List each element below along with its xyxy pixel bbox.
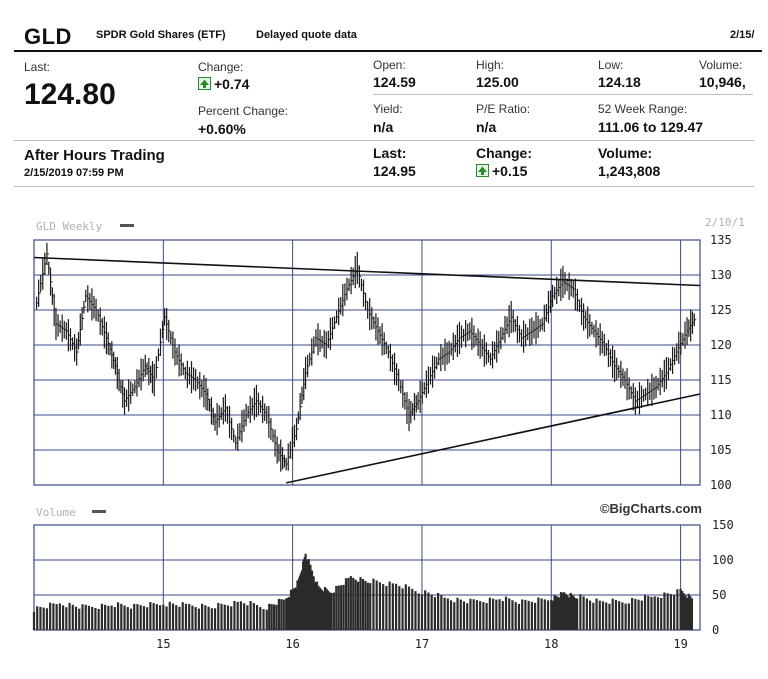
price-tick-label: 110 <box>710 408 732 422</box>
trend-line <box>286 393 701 484</box>
percent-change-value: +0.60% <box>198 121 246 137</box>
volume-bars <box>32 553 694 630</box>
row-divider <box>373 94 753 95</box>
price-tick-label: 125 <box>710 303 732 317</box>
last-price: 124.80 <box>24 78 116 111</box>
price-bars <box>35 242 697 472</box>
header-rule <box>14 50 762 52</box>
x-tick-label: 15 <box>156 637 170 650</box>
ah-last-value: 124.95 <box>373 163 416 179</box>
volume-tick-label: 0 <box>712 623 719 637</box>
x-tick-label: 19 <box>673 637 687 650</box>
up-arrow-icon <box>198 77 211 90</box>
after-hours-title: After Hours Trading <box>24 147 165 164</box>
ah-volume-label: Volume: <box>598 145 653 161</box>
source-credit: ©BigCharts.com <box>600 501 702 516</box>
change-label: Change: <box>198 60 244 74</box>
legend-swatch <box>92 510 106 513</box>
low-label: Low: <box>598 58 624 72</box>
x-axis: 15 16 17 18 19 <box>156 637 688 650</box>
trend-lines <box>33 256 701 484</box>
x-tick-label: 17 <box>415 637 429 650</box>
trend-line <box>33 256 701 287</box>
volume-axis: 150 100 50 0 <box>712 518 734 637</box>
delayed-note: Delayed quote data <box>256 29 357 41</box>
volume-value: 10,946, <box>699 74 746 90</box>
price-tick-label: 130 <box>710 268 732 282</box>
ah-change-group: +0.15 <box>476 163 527 179</box>
high-label: High: <box>476 58 505 72</box>
legend-swatch <box>120 224 134 227</box>
header-date: 2/15/ <box>730 29 755 41</box>
ah-volume-value: 1,243,808 <box>598 163 661 179</box>
up-arrow-icon <box>476 164 489 177</box>
row-divider <box>14 140 754 141</box>
price-tick-label: 105 <box>710 443 732 457</box>
x-tick-label: 18 <box>544 637 558 650</box>
price-plot-frame <box>33 239 701 486</box>
open-label: Open: <box>373 58 406 72</box>
low-value: 124.18 <box>598 74 641 90</box>
price-tick-label: 115 <box>710 373 732 387</box>
fund-name: SPDR Gold Shares (ETF) <box>96 29 226 41</box>
high-value: 125.00 <box>476 74 519 90</box>
price-tick-label: 135 <box>710 233 732 247</box>
after-hours-datetime: 2/15/2019 07:59 PM <box>24 167 124 179</box>
volume-tick-label: 100 <box>712 553 734 567</box>
52-week-range-label: 52 Week Range: <box>598 102 688 116</box>
price-grid <box>33 239 701 486</box>
last-label: Last: <box>24 60 51 74</box>
volume-tick-label: 150 <box>712 518 734 532</box>
yield-value: n/a <box>373 119 394 135</box>
percent-change-label: Percent Change: <box>198 104 289 118</box>
change-value: +0.74 <box>214 76 250 92</box>
volume-tick-label: 50 <box>712 588 726 602</box>
52-week-range-value: 111.06 to 129.47 <box>598 119 704 135</box>
row-divider <box>14 186 754 187</box>
ah-change-value: +0.15 <box>492 163 528 179</box>
x-tick-label: 16 <box>285 637 299 650</box>
ticker-symbol: GLD <box>24 24 72 49</box>
price-tick-label: 120 <box>710 338 732 352</box>
chart-corner-date: 2/10/1 <box>705 216 745 229</box>
price-chart-title: GLD Weekly <box>36 220 103 233</box>
ah-last-label: Last: <box>373 145 407 161</box>
volume-label: Volume: <box>699 58 743 72</box>
open-value: 124.59 <box>373 74 416 90</box>
yield-label: Yield: <box>373 102 403 116</box>
pe-ratio-label: P/E Ratio: <box>476 102 531 116</box>
price-axis: 135 130 125 120 115 110 105 100 <box>710 233 732 492</box>
pe-ratio-value: n/a <box>476 119 497 135</box>
ah-change-label: Change: <box>476 145 532 161</box>
change-value-group: +0.74 <box>198 76 249 92</box>
volume-chart-title: Volume <box>36 506 76 519</box>
price-tick-label: 100 <box>710 478 732 492</box>
